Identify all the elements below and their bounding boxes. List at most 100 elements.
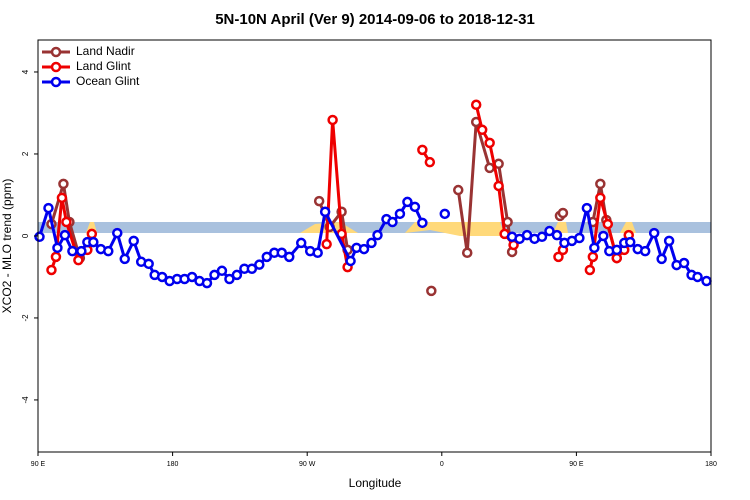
point (88, 236, 99, 248)
point (639, 245, 651, 257)
point (313, 195, 325, 207)
x-tick-label: 180 (167, 461, 179, 468)
plot (34, 99, 712, 297)
point (553, 251, 564, 263)
point (470, 99, 482, 111)
point (312, 247, 323, 259)
point (86, 228, 98, 240)
ocean-band (38, 222, 711, 233)
point (409, 201, 421, 213)
point (595, 178, 606, 190)
point (557, 207, 569, 219)
point (61, 216, 72, 228)
point (156, 271, 168, 283)
point (692, 271, 703, 283)
point (587, 251, 599, 263)
y-tick-label: -2 (21, 314, 30, 322)
point (663, 235, 675, 247)
point (358, 243, 370, 255)
point (611, 252, 623, 264)
point (67, 245, 78, 257)
point (284, 251, 295, 263)
legend-marker (50, 76, 62, 88)
point (76, 245, 87, 257)
point (394, 208, 406, 220)
legend-label: Land Nadir (76, 44, 135, 58)
point (656, 253, 667, 265)
point (231, 269, 243, 281)
point (678, 257, 690, 269)
point (276, 247, 288, 259)
point (295, 237, 307, 249)
point (484, 137, 495, 149)
point (595, 192, 606, 204)
point (73, 254, 84, 266)
point (424, 156, 436, 168)
legend-label: Land Glint (76, 59, 131, 73)
x-tick-label: 0 (440, 461, 444, 468)
point (417, 217, 428, 229)
legend-marker (50, 61, 62, 73)
point (484, 162, 495, 174)
point (611, 244, 623, 256)
point (216, 265, 228, 277)
legend-label: Ocean Glint (76, 74, 140, 88)
point (345, 255, 356, 267)
point (112, 227, 123, 239)
point (254, 259, 265, 270)
x-tick-label: 90 E (31, 461, 46, 468)
point (43, 202, 54, 214)
point (387, 216, 398, 228)
x-tick-label: 90 W (299, 461, 316, 468)
point (598, 230, 609, 242)
y-tick-label: 2 (21, 151, 30, 156)
point (584, 264, 596, 276)
y-tick-label: 0 (21, 233, 30, 238)
y-tick-label: -4 (21, 396, 30, 404)
point (209, 269, 220, 281)
y-axis-label: XCO2 - MLO trend (ppm) (0, 179, 14, 314)
point (624, 236, 636, 248)
point (59, 229, 71, 241)
point (581, 202, 593, 214)
point (143, 258, 154, 270)
x-tick-label: 90 E (569, 461, 584, 468)
point (417, 144, 428, 156)
point (34, 231, 45, 243)
point (46, 264, 57, 276)
plot-frame (37, 39, 712, 453)
point (58, 178, 69, 190)
point (56, 192, 68, 204)
point (574, 232, 585, 244)
point (544, 225, 555, 237)
point (551, 229, 563, 241)
point (402, 196, 413, 208)
point (50, 251, 62, 263)
point (372, 229, 383, 241)
point (224, 273, 235, 285)
point (701, 275, 712, 287)
point (461, 247, 473, 259)
x-axis-label: Longitude (349, 476, 402, 490)
point (321, 238, 332, 250)
point (119, 253, 130, 265)
point (476, 124, 488, 136)
legend-marker (50, 46, 62, 58)
chart-title: 5N-10N April (Ver 9) 2014-09-06 to 2018-… (215, 11, 535, 28)
point (589, 242, 600, 254)
point (52, 242, 63, 254)
point (648, 227, 660, 239)
point (103, 245, 114, 257)
point (366, 237, 377, 249)
point (439, 208, 451, 220)
point (493, 180, 504, 192)
y-tick-label: 4 (21, 69, 30, 74)
point (186, 271, 198, 283)
point (319, 206, 331, 218)
point (128, 235, 139, 247)
point (246, 263, 258, 275)
point (536, 231, 548, 243)
point (327, 114, 338, 126)
point (602, 218, 614, 230)
